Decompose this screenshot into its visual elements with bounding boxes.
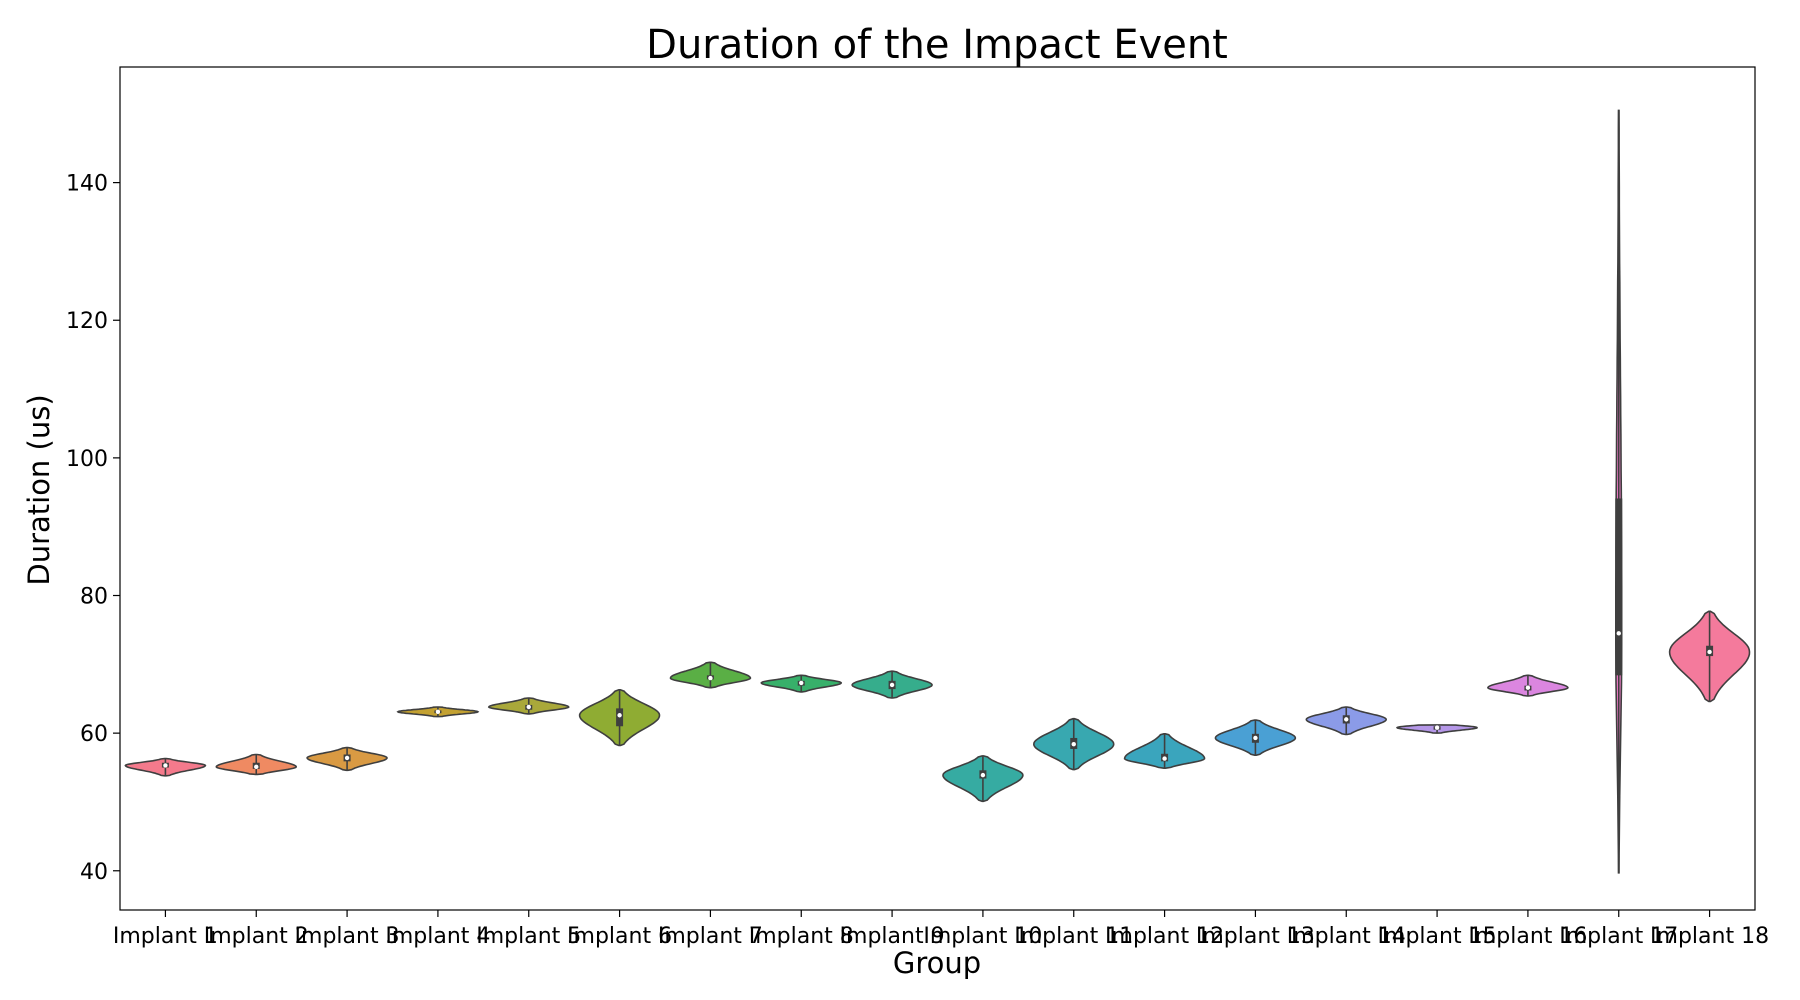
x-tick-label: Implant 6 [567, 924, 672, 949]
x-tick-label: Implant 7 [658, 924, 763, 949]
x-tick-label: Implant 5 [476, 924, 581, 949]
x-tick-label: Implant 8 [749, 924, 854, 949]
violin-implant-2 [215, 753, 298, 776]
violin-implant-4 [396, 706, 480, 718]
violin-implant-7 [669, 661, 752, 689]
x-tick-label: Implant 1 [113, 924, 218, 949]
violin-implant-18 [1668, 610, 1751, 703]
violin-median [1071, 741, 1076, 747]
violin-implant-13 [1214, 719, 1297, 756]
violin-median [1434, 725, 1440, 730]
violin-median [617, 713, 622, 718]
violin-median [435, 709, 441, 715]
y-axis-label: Duration (us) [22, 394, 56, 585]
violin-implant-6 [578, 689, 661, 747]
violin-median [254, 764, 259, 770]
x-tick-label: Implant 13 [1196, 924, 1315, 949]
x-tick-label: Implant 4 [385, 924, 490, 949]
violin-median [1525, 685, 1531, 690]
violin-implant-11 [1032, 717, 1115, 771]
violin-implant-10 [942, 755, 1024, 803]
violin-median [1253, 735, 1258, 741]
x-tick-label: Implant 9 [840, 924, 945, 949]
y-tick-label: 60 [80, 722, 108, 747]
chart-title: Duration of the Impact Event [646, 22, 1228, 68]
x-tick-label: Implant 17 [1559, 924, 1678, 949]
violin-implant-3 [306, 746, 388, 772]
y-tick-label: 140 [66, 172, 108, 197]
violin-median [526, 704, 531, 710]
x-axis-label: Group [893, 946, 981, 980]
x-tick-label: Implant 16 [1468, 924, 1587, 949]
y-tick-label: 80 [80, 585, 108, 610]
y-tick-label: 120 [66, 309, 108, 334]
violin-median [163, 763, 168, 768]
violin-median [1344, 717, 1349, 722]
violin-implant-8 [760, 674, 843, 693]
x-tick-label: Implant 3 [295, 924, 400, 949]
violin-median [889, 682, 895, 688]
x-tick-label: Implant 11 [1014, 924, 1133, 949]
y-tick-label: 40 [80, 860, 108, 885]
violin-implant-5 [487, 697, 570, 715]
violin-iqr-box [1615, 498, 1623, 676]
violins-layer [124, 109, 1751, 874]
violin-median [344, 755, 350, 761]
violin-implant-17 [1615, 109, 1623, 874]
violin-implant-16 [1486, 674, 1569, 697]
x-tick-label: Implant 10 [923, 924, 1042, 949]
x-tick-label: Implant 14 [1287, 924, 1406, 949]
x-tick-label: Implant 15 [1378, 924, 1497, 949]
violin-implant-12 [1123, 733, 1206, 769]
y-axis: 40 60 80 100 120 140 [66, 172, 120, 885]
y-tick-label: 100 [66, 447, 108, 472]
x-tick-label: Implant 18 [1650, 924, 1769, 949]
violin-implant-9 [851, 670, 933, 699]
violin-median [1162, 756, 1167, 761]
violin-median [980, 772, 986, 778]
violin-implant-15 [1396, 724, 1478, 734]
violin-implant-1 [124, 757, 207, 777]
x-tick-label: Implant 2 [204, 924, 309, 949]
violin-median [1707, 649, 1712, 655]
violin-median [1616, 631, 1621, 636]
violin-implant-14 [1305, 706, 1388, 736]
x-tick-label: Implant 12 [1105, 924, 1224, 949]
violin-median [708, 675, 713, 681]
plot-area-frame [119, 66, 1756, 911]
violin-median [799, 680, 804, 686]
